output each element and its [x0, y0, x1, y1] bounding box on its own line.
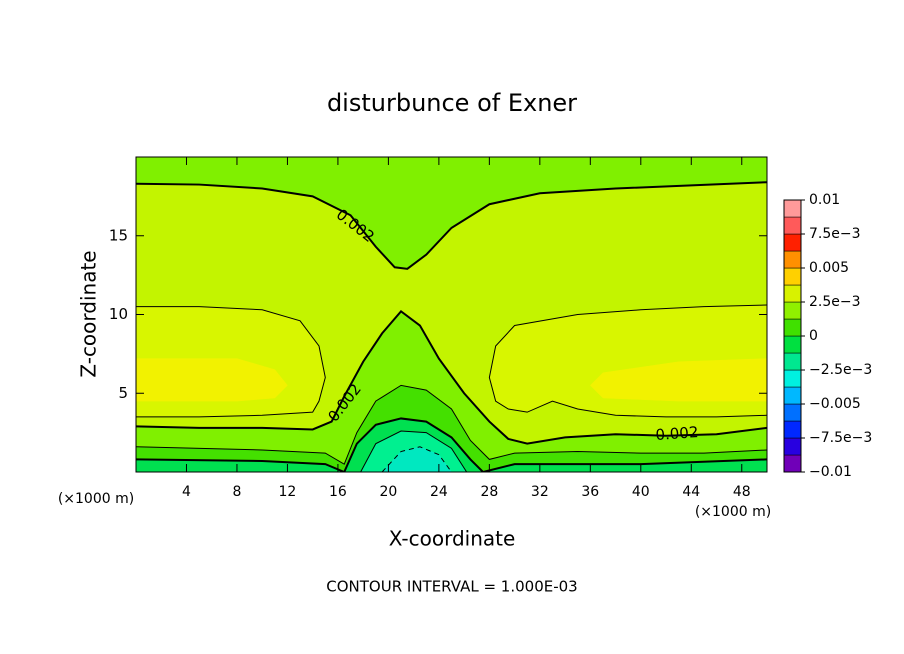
colorbar-box — [783, 454, 802, 473]
x-tick-label: 16 — [329, 484, 347, 500]
x-tick-label: 44 — [682, 484, 700, 500]
colorbar-tick-label: 0 — [809, 328, 818, 344]
y-tick-label: 5 — [118, 384, 128, 402]
x-tick-label: 36 — [581, 484, 599, 500]
colorbar-box — [783, 199, 802, 218]
contour-line — [360, 430, 468, 472]
x-tick-label: 24 — [430, 484, 448, 500]
colorbar-tick-label: 0.005 — [809, 260, 849, 276]
contour-line — [136, 384, 767, 465]
y-tick-label: 10 — [109, 305, 128, 323]
x-tick-label: 20 — [379, 484, 397, 500]
x-tick-label: 8 — [232, 484, 241, 500]
colorbar-box — [783, 403, 802, 422]
colorbar-box — [783, 267, 802, 286]
filled-region — [136, 358, 288, 402]
colorbar-tick-label: 0.01 — [809, 192, 840, 208]
colorbar-tick-label: −0.005 — [809, 396, 861, 412]
colorbar-box — [783, 318, 802, 337]
colorbar-box — [783, 284, 802, 303]
colorbar-tick-label: 2.5e−3 — [809, 294, 861, 310]
chart-title: disturbunce of Exner — [327, 89, 577, 117]
contour-line — [488, 304, 767, 418]
colorbar-tick-label: −2.5e−3 — [809, 362, 872, 378]
filled-region — [589, 358, 767, 402]
x-tick-label: 32 — [531, 484, 549, 500]
plot-area — [136, 157, 767, 472]
x-tick-label: 28 — [480, 484, 498, 500]
colorbar-box — [783, 301, 802, 320]
x-tick-label: 12 — [279, 484, 297, 500]
x-unit: (×1000 m) — [695, 504, 771, 520]
x-tick-label: 4 — [182, 484, 191, 500]
y-axis-label: Z-coordinate — [77, 250, 101, 377]
x-tick-label: 48 — [733, 484, 751, 500]
colorbar-box — [783, 335, 802, 354]
colorbar-box — [783, 352, 802, 371]
y-unit: (×1000 m) — [58, 491, 134, 507]
colorbar-box — [783, 386, 802, 405]
contour-line — [136, 309, 767, 445]
colorbar-box — [783, 420, 802, 439]
contour-label: 0.002 — [655, 423, 699, 444]
contour-line — [136, 181, 767, 270]
x-axis-label: X-coordinate — [389, 527, 516, 551]
colorbar-tick-label: 7.5e−3 — [809, 226, 861, 242]
y-tick-label: 15 — [109, 226, 128, 244]
contour-line — [136, 417, 767, 472]
colorbar-box — [783, 369, 802, 388]
colorbar-box — [783, 233, 802, 252]
contour-line — [136, 306, 326, 418]
contour-line — [381, 446, 452, 472]
colorbar-box — [783, 216, 802, 235]
colorbar-tick-label: −0.01 — [809, 464, 852, 480]
footer: CONTOUR INTERVAL = 1.000E-03 — [326, 578, 577, 596]
colorbar-tick-label: −7.5e−3 — [809, 430, 872, 446]
colorbar-box — [783, 437, 802, 456]
colorbar-box — [783, 250, 802, 269]
x-tick-label: 40 — [632, 484, 650, 500]
